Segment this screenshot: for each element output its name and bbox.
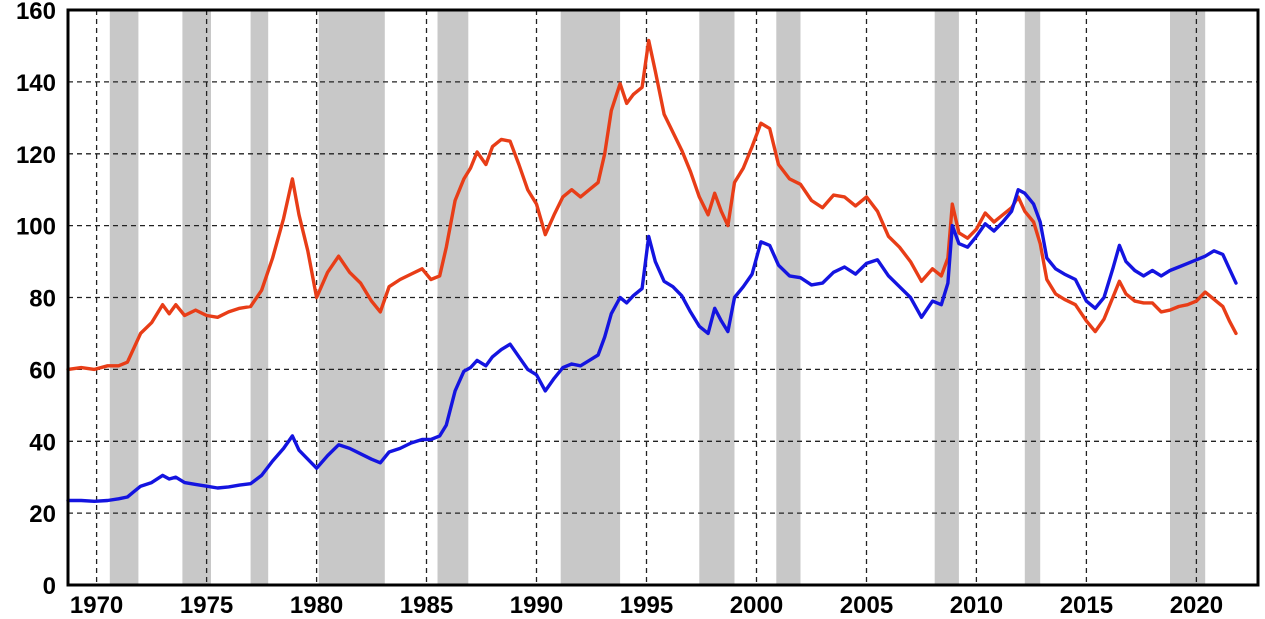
y-tick-label: 60 bbox=[29, 357, 56, 384]
gridlines bbox=[68, 10, 1258, 585]
red-series-line bbox=[66, 38, 1238, 372]
y-tick-label: 140 bbox=[16, 70, 56, 97]
y-tick-label: 120 bbox=[16, 142, 56, 169]
recession-band bbox=[437, 10, 469, 585]
y-axis-labels: 0 20 40 60 80 100 120 140 160 bbox=[16, 0, 56, 600]
x-axis-labels: 1970 1975 1980 1985 1990 1995 2000 2005 2010 2015… bbox=[70, 592, 1223, 619]
x-tick-label: 2015 bbox=[1060, 592, 1113, 619]
x-tick-label: 2020 bbox=[1170, 592, 1223, 619]
y-tick-label: 80 bbox=[29, 286, 56, 313]
x-tick-label: 1990 bbox=[510, 592, 563, 619]
x-tick-label: 2000 bbox=[730, 592, 783, 619]
x-tick-label: 1980 bbox=[290, 592, 343, 619]
x-tick-label: 2005 bbox=[840, 592, 893, 619]
y-tick-label: 100 bbox=[16, 214, 56, 241]
plot-border bbox=[66, 8, 1260, 587]
x-tick-label: 1985 bbox=[400, 592, 453, 619]
x-tick-label: 2010 bbox=[950, 592, 1003, 619]
recession-band bbox=[934, 10, 959, 585]
y-tick-label: 160 bbox=[16, 0, 56, 25]
x-tick-label: 1995 bbox=[620, 592, 673, 619]
blue-series-line bbox=[66, 187, 1238, 503]
y-tick-label: 40 bbox=[29, 429, 56, 456]
x-tick-label: 1975 bbox=[180, 592, 233, 619]
y-tick-label: 0 bbox=[43, 573, 56, 600]
x-tick-label: 1970 bbox=[70, 592, 123, 619]
y-tick-label: 20 bbox=[29, 501, 56, 528]
